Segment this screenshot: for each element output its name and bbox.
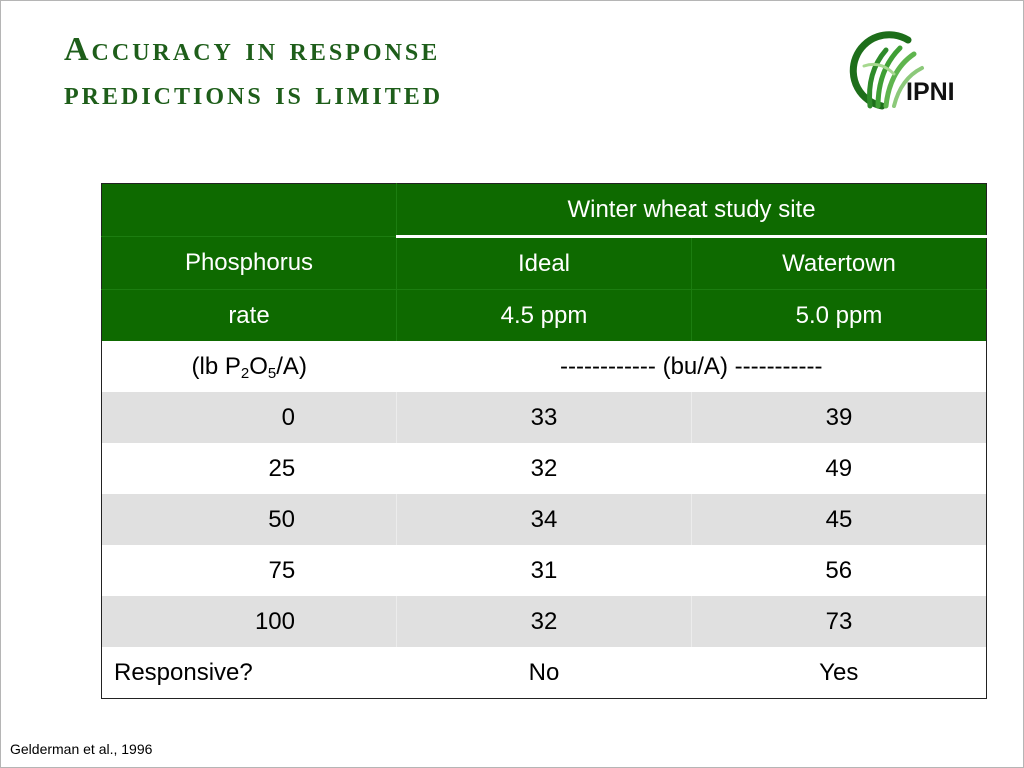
header-site-watertown: Watertown — [690, 236, 987, 290]
logo-text: IPNI — [906, 78, 955, 106]
yield-watertown-cell: 56 — [825, 556, 853, 584]
citation: Gelderman et al., 1996 — [10, 741, 153, 757]
yield-watertown-cell: 49 — [825, 454, 853, 482]
table-row: 0 33 39 — [101, 392, 987, 443]
table-row: 25 32 49 — [102, 443, 987, 494]
yield-ideal-cell: 32 — [396, 596, 692, 647]
table-header-row-2: Phosphorus Ideal Watertown — [101, 236, 987, 290]
rate-cell: 75 — [268, 556, 296, 584]
rate-cell: 0 — [101, 392, 397, 443]
yield-units: ------------ (bu/A) ----------- — [560, 352, 823, 380]
rate-cell: 50 — [101, 494, 397, 545]
header-empty-cell — [101, 183, 397, 237]
yield-ideal-cell: 33 — [396, 392, 692, 443]
header-rate: rate — [101, 289, 397, 341]
responsive-watertown: Yes — [819, 658, 859, 686]
table-header-row-3: rate 4.5 ppm 5.0 ppm — [101, 289, 987, 341]
header-site-ideal: Ideal — [396, 236, 692, 290]
table-row: 100 32 73 — [101, 596, 987, 647]
rate-cell: 25 — [268, 454, 296, 482]
yield-watertown-cell: 39 — [690, 392, 987, 443]
yield-ideal-cell: 32 — [530, 454, 558, 482]
rate-cell: 100 — [101, 596, 397, 647]
ipni-wheat-logo-icon — [849, 31, 924, 110]
yield-watertown-cell: 73 — [690, 596, 987, 647]
title-line-1: Accuracy in response — [64, 31, 441, 68]
responsive-row: Responsive? No Yes — [102, 647, 987, 699]
slide-title: Accuracy in response predictions is limi… — [64, 28, 443, 116]
yield-ideal-cell: 34 — [396, 494, 692, 545]
table-row: 75 31 56 — [102, 545, 987, 596]
header-soil-test-watertown: 5.0 ppm — [690, 289, 987, 341]
table-header-row-1: Winter wheat study site — [101, 183, 987, 238]
table-row: 50 34 45 — [101, 494, 987, 545]
header-study-site: Winter wheat study site — [395, 183, 987, 238]
responsive-label: Responsive? — [114, 658, 253, 686]
yield-watertown-cell: 45 — [690, 494, 987, 545]
rate-units: (lb P2O5/A) — [191, 352, 307, 382]
title-line-2: predictions is limited — [64, 75, 444, 112]
yield-ideal-cell: 31 — [530, 556, 558, 584]
responsive-ideal: No — [528, 658, 560, 686]
phosphorus-yield-table: Winter wheat study site Phosphorus Ideal… — [101, 183, 988, 699]
header-phosphorus: Phosphorus — [101, 236, 397, 290]
units-row: (lb P2O5/A) ------------ (bu/A) --------… — [102, 341, 987, 392]
header-soil-test-ideal: 4.5 ppm — [396, 289, 692, 341]
